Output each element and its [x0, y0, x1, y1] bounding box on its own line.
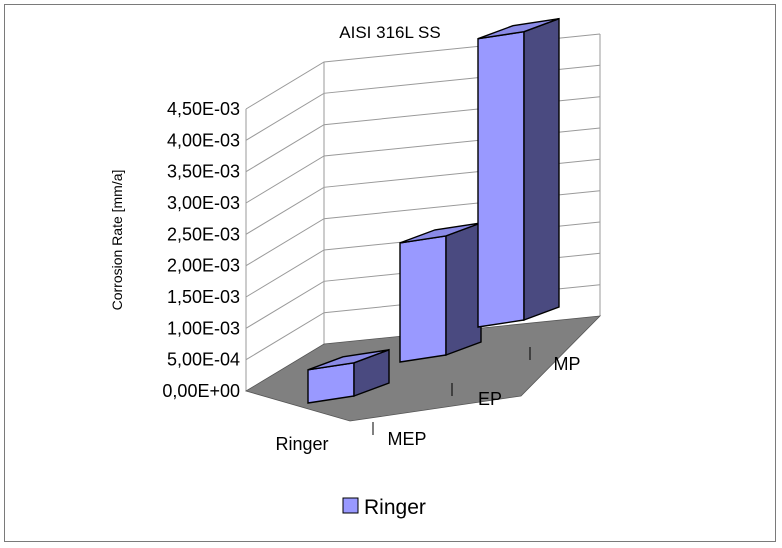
bar-front-face — [477, 30, 525, 328]
category-label: MEP — [387, 429, 426, 449]
category-label: EP — [478, 389, 502, 409]
y-tick-labels: 0,00E+00 5,00E-04 1,00E-03 1,50E-03 2,00E-03… — [162, 99, 240, 401]
bar-side-face — [445, 221, 482, 357]
category-label: MP — [554, 354, 581, 374]
y-axis-label: Corrosion Rate [mm/a] — [109, 170, 125, 311]
y-tick-label: 4,50E-03 — [167, 99, 240, 119]
bar-layer — [307, 17, 560, 404]
y-tick-label: 5,00E-04 — [167, 350, 240, 370]
bar — [477, 17, 560, 328]
bar — [399, 221, 482, 363]
y-tick-label: 1,00E-03 — [167, 318, 240, 338]
legend-swatch — [342, 497, 359, 514]
y-tick-label: 4,00E-03 — [167, 130, 240, 150]
y-tick-label: 3,00E-03 — [167, 193, 240, 213]
y-tick-label: 2,00E-03 — [167, 256, 240, 276]
bar-top-face — [307, 349, 390, 371]
chart-title: AISI 316L SS — [339, 23, 440, 42]
y-tick-label: 1,50E-03 — [167, 287, 240, 307]
legend: Ringer — [342, 496, 426, 519]
y-tick-label: 0,00E+00 — [162, 381, 240, 401]
y-tick-label: 3,50E-03 — [167, 162, 240, 182]
bar — [307, 348, 390, 404]
legend-label: Ringer — [364, 496, 426, 519]
depth-axis-label: Ringer — [275, 434, 328, 454]
y-tick-label: 2,50E-03 — [167, 224, 240, 244]
bar-top-face — [477, 18, 560, 40]
chart-frame — [4, 4, 776, 542]
category-labels: MEP EP MP — [372, 347, 581, 449]
bar-side-face — [523, 17, 560, 322]
bar-front-face — [399, 235, 447, 363]
